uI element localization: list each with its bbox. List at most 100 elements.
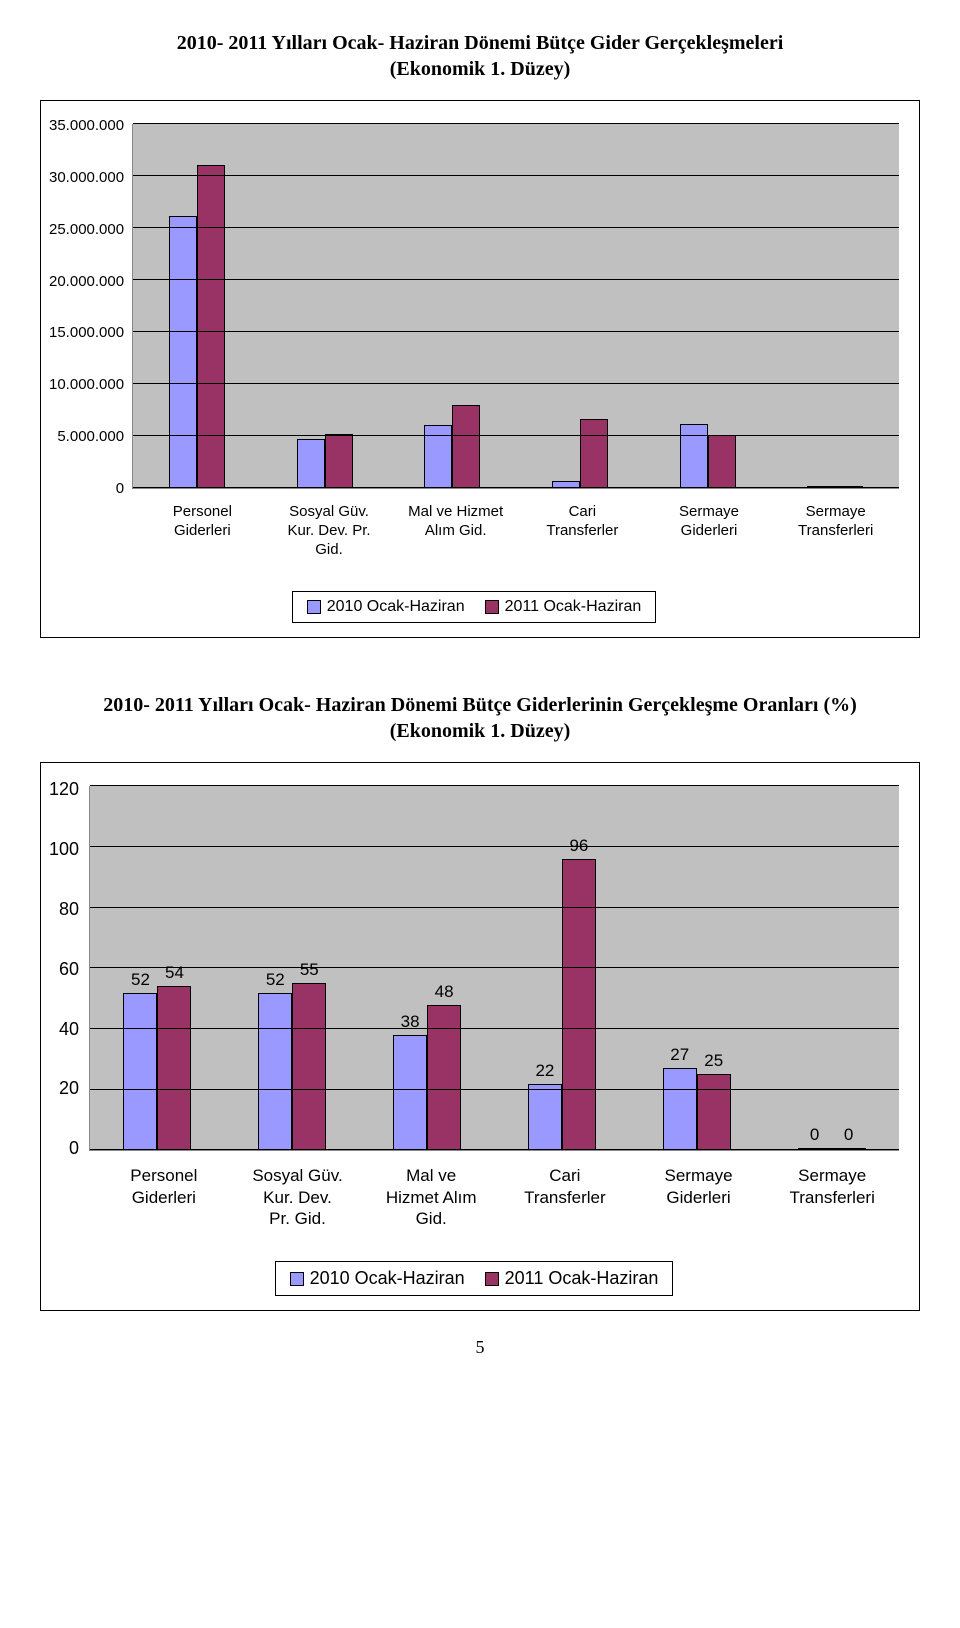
grid-line xyxy=(133,383,899,384)
chart1-y-axis: 35.000.00030.000.00025.000.00020.000.000… xyxy=(49,117,132,497)
grid-line xyxy=(90,1028,899,1029)
y-tick: 80 xyxy=(49,899,79,920)
bar-2010 xyxy=(680,424,708,488)
bar-2010: 38 xyxy=(393,1035,427,1150)
grid-line xyxy=(90,846,899,847)
legend-label-2011: 2011 Ocak-Haziran xyxy=(505,598,642,616)
bar-group: 5255 xyxy=(225,786,360,1150)
y-tick: 0 xyxy=(49,1138,79,1159)
y-tick: 60 xyxy=(49,959,79,980)
chart2-frame: 120100806040200 5254525538482296272500 P… xyxy=(40,762,920,1311)
y-tick: 15.000.000 xyxy=(49,324,124,341)
bar-value-label: 0 xyxy=(810,1125,819,1145)
bar-group: 00 xyxy=(764,786,899,1150)
y-tick: 35.000.000 xyxy=(49,117,124,134)
bar-group xyxy=(644,124,772,488)
bar-group xyxy=(133,124,261,488)
chart2-legend: 2010 Ocak-Haziran 2011 Ocak-Haziran xyxy=(275,1261,674,1296)
chart2-title-line2: (Ekonomik 1. Düzey) xyxy=(390,720,571,742)
x-axis-category: PersonelGiderleri xyxy=(97,1165,231,1229)
bar-2011: 55 xyxy=(292,983,326,1150)
x-axis-category: Sosyal Güv.Kur. Dev.Pr. Gid. xyxy=(231,1165,365,1229)
bar-2010: 52 xyxy=(258,993,292,1151)
chart1-body: 35.000.00030.000.00025.000.00020.000.000… xyxy=(49,117,899,497)
grid-line xyxy=(90,907,899,908)
x-axis-category: Sosyal Güv.Kur. Dev. Pr.Gid. xyxy=(266,503,393,559)
grid-line xyxy=(133,175,899,176)
x-axis-category: SermayeGiderleri xyxy=(646,503,773,559)
chart2-title-line1: 2010- 2011 Yılları Ocak- Haziran Dönemi … xyxy=(103,694,857,716)
x-axis-category: CariTransferler xyxy=(519,503,646,559)
legend-swatch-2011-b xyxy=(485,1272,499,1286)
chart1-frame: 35.000.00030.000.00025.000.00020.000.000… xyxy=(40,100,920,638)
bar-value-label: 0 xyxy=(844,1125,853,1145)
y-tick: 100 xyxy=(49,839,79,860)
bar-value-label: 52 xyxy=(266,970,285,990)
x-axis-category: SermayeGiderleri xyxy=(632,1165,766,1229)
chart1-x-labels: PersonelGiderleriSosyal Güv.Kur. Dev. Pr… xyxy=(49,503,899,559)
grid-line xyxy=(90,1149,899,1150)
bar-2011 xyxy=(580,419,608,488)
bar-group xyxy=(771,124,899,488)
bar-2011 xyxy=(325,434,353,488)
chart1-legend: 2010 Ocak-Haziran 2011 Ocak-Haziran xyxy=(292,591,657,623)
grid-line xyxy=(90,1089,899,1090)
bar-2011: 48 xyxy=(427,1005,461,1151)
page-number: 5 xyxy=(40,1337,920,1358)
bar-2010: 27 xyxy=(663,1068,697,1150)
legend-item-2010: 2010 Ocak-Haziran xyxy=(307,598,465,616)
grid-line xyxy=(90,785,899,786)
bar-value-label: 38 xyxy=(401,1012,420,1032)
grid-line xyxy=(133,227,899,228)
x-axis-category: SermayeTransferleri xyxy=(772,503,899,559)
y-tick: 0 xyxy=(49,480,124,497)
bar-value-label: 25 xyxy=(704,1051,723,1071)
chart2-bar-row: 5254525538482296272500 xyxy=(90,786,899,1150)
y-tick: 30.000.000 xyxy=(49,169,124,186)
bar-value-label: 22 xyxy=(535,1061,554,1081)
legend-label-2010-b: 2010 Ocak-Haziran xyxy=(310,1268,465,1289)
bar-2011 xyxy=(452,405,480,488)
bar-group xyxy=(516,124,644,488)
chart1-plot-area xyxy=(132,124,899,489)
bar-2011: 96 xyxy=(562,859,596,1150)
bar-value-label: 48 xyxy=(435,982,454,1002)
y-tick: 20.000.000 xyxy=(49,273,124,290)
y-tick: 10.000.000 xyxy=(49,376,124,393)
legend-item-2011: 2011 Ocak-Haziran xyxy=(485,598,642,616)
bar-group xyxy=(388,124,516,488)
bar-2010 xyxy=(297,439,325,488)
bar-group xyxy=(261,124,389,488)
grid-line xyxy=(133,331,899,332)
y-tick: 40 xyxy=(49,1019,79,1040)
chart1-plot-wrap xyxy=(132,117,899,497)
y-tick: 20 xyxy=(49,1078,79,1099)
bar-2011 xyxy=(708,435,736,488)
grid-line xyxy=(133,435,899,436)
x-axis-category: Mal veHizmet AlımGid. xyxy=(364,1165,498,1229)
chart2-y-axis: 120100806040200 xyxy=(49,779,89,1159)
bar-group: 22 96 xyxy=(495,786,630,1150)
chart2-x-labels: PersonelGiderleriSosyal Güv.Kur. Dev.Pr.… xyxy=(49,1165,899,1229)
y-tick: 5.000.000 xyxy=(49,428,124,445)
x-axis-category: CariTransferler xyxy=(498,1165,632,1229)
x-axis-category: PersonelGiderleri xyxy=(139,503,266,559)
legend-item-2011-b: 2011 Ocak-Haziran xyxy=(485,1268,659,1289)
legend-swatch-2010-b xyxy=(290,1272,304,1286)
chart2-title: 2010- 2011 Yılları Ocak- Haziran Dönemi … xyxy=(40,692,920,744)
grid-line xyxy=(133,123,899,124)
grid-line xyxy=(133,279,899,280)
x-axis-category: SermayeTransferleri xyxy=(765,1165,899,1229)
bar-group: 2725 xyxy=(629,786,764,1150)
bar-2011: 25 xyxy=(697,1074,731,1150)
chart2-plot-area: 5254525538482296272500 xyxy=(89,786,899,1151)
chart1-bar-row xyxy=(133,124,899,488)
bar-2011 xyxy=(197,165,225,488)
bar-group: 5254 xyxy=(90,786,225,1150)
grid-line xyxy=(133,487,899,488)
bar-value-label: 52 xyxy=(131,970,150,990)
legend-swatch-2011 xyxy=(485,600,499,614)
legend-label-2011-b: 2011 Ocak-Haziran xyxy=(505,1268,659,1289)
bar-value-label: 55 xyxy=(300,960,319,980)
x-axis-category: Mal ve HizmetAlım Gid. xyxy=(392,503,519,559)
